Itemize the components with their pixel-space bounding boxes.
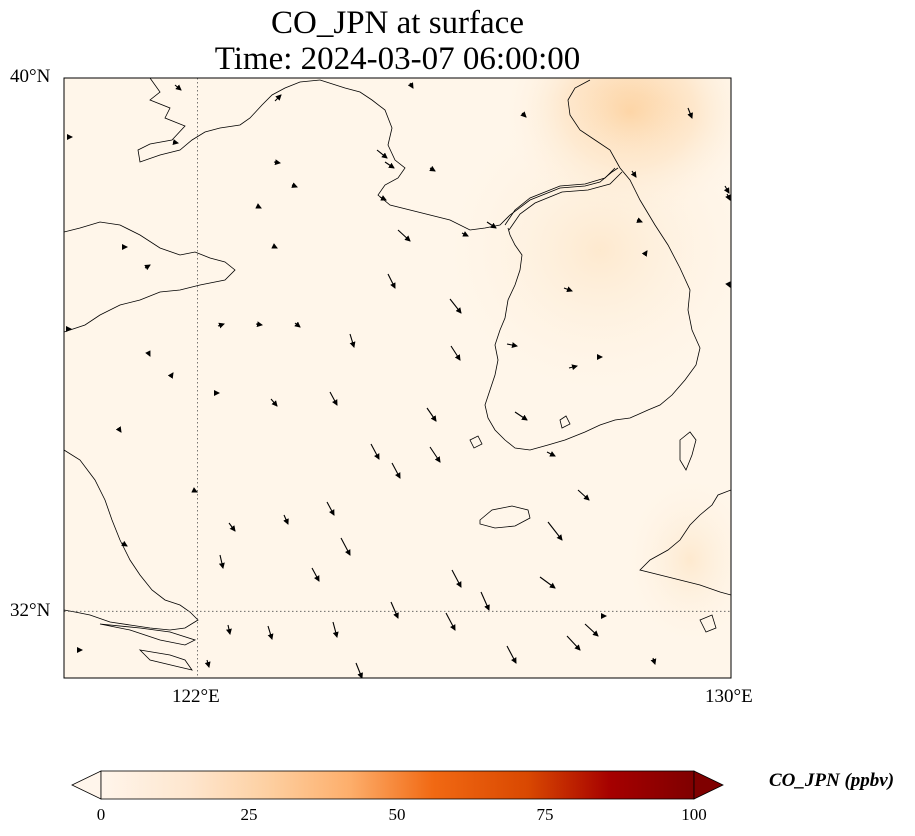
wind-arrow xyxy=(480,591,490,611)
wind-arrow xyxy=(650,657,657,665)
colorbar-label: CO_JPN (ppbv) xyxy=(769,770,895,791)
wind-arrow xyxy=(273,159,281,166)
colorbar-tick-25: 25 xyxy=(240,805,258,824)
wind-arrow xyxy=(311,567,320,582)
wind-arrow xyxy=(506,342,518,348)
map-subtitle-time: Time: 2024-03-07 06:00:00 xyxy=(214,41,581,77)
coastline-bohai-north xyxy=(137,78,321,163)
wind-arrow xyxy=(506,645,517,664)
wind-arrow xyxy=(217,322,225,329)
wind-arrow xyxy=(274,94,282,102)
colorbar-tick-0: 0 xyxy=(96,805,106,824)
wind-arrow xyxy=(283,514,289,525)
wind-arrow xyxy=(326,501,335,516)
wind-arrow xyxy=(514,411,528,421)
lon-label-130e: 130°E xyxy=(705,686,753,707)
wind-arrow xyxy=(584,623,599,637)
map-frame xyxy=(63,77,732,679)
coastline-japan xyxy=(639,489,731,596)
wind-arrow xyxy=(687,107,693,119)
colorbar-tick-50: 50 xyxy=(388,805,406,824)
map-title: CO_JPN at surface xyxy=(271,5,524,41)
wind-arrow xyxy=(390,601,399,619)
wind-arrow xyxy=(387,273,396,289)
wind-arrow xyxy=(144,264,151,271)
wind-arrow xyxy=(271,243,278,249)
wind-arrow xyxy=(450,345,461,361)
wind-arrow xyxy=(577,489,590,501)
coastline-jeju xyxy=(479,505,531,529)
wind-arrow xyxy=(630,170,637,178)
wind-arrow xyxy=(191,487,198,493)
colorbar-tick-100: 100 xyxy=(681,805,707,824)
wind-arrow xyxy=(355,662,363,678)
wind-arrow xyxy=(349,333,356,348)
wind-arrow xyxy=(520,111,527,118)
coastline-china-east xyxy=(64,221,236,333)
colorbar-extend-min xyxy=(71,770,102,800)
colorbar-extend-max xyxy=(693,770,724,800)
wind-arrow xyxy=(270,398,278,407)
wind-arrow xyxy=(397,229,411,242)
wind-arrow xyxy=(461,231,469,237)
wind-arrow xyxy=(291,182,298,188)
wind-arrow xyxy=(255,203,262,209)
colorbar-gradient xyxy=(100,770,695,800)
wind-arrow xyxy=(329,391,338,406)
wind-arrow xyxy=(539,576,556,589)
wind-arrow xyxy=(636,217,643,223)
wind-arrow xyxy=(426,407,437,422)
wind-vectors xyxy=(66,82,731,678)
colorbar xyxy=(71,770,724,800)
wind-arrow xyxy=(218,554,225,569)
concentration-field xyxy=(430,78,731,650)
wind-arrow xyxy=(255,321,263,328)
wind-arrow xyxy=(379,195,387,201)
colorbar-tick-75: 75 xyxy=(536,805,554,824)
coastline-liaodong xyxy=(319,79,619,231)
wind-arrow xyxy=(228,522,236,532)
wind-arrow xyxy=(172,139,179,145)
lat-label-40n: 40°N xyxy=(10,66,51,87)
wind-arrow xyxy=(370,443,380,460)
wind-arrow xyxy=(449,298,462,314)
wind-arrow xyxy=(294,321,301,328)
wind-arrow xyxy=(145,350,151,357)
wind-arrow xyxy=(563,286,573,293)
wind-arrow xyxy=(167,372,174,379)
wind-arrow xyxy=(115,426,122,433)
wind-arrow xyxy=(376,149,388,159)
wind-arrow xyxy=(568,364,578,371)
wind-arrow xyxy=(429,446,441,463)
coastline-korea xyxy=(484,167,701,451)
wind-arrow xyxy=(566,635,581,651)
wind-arrow xyxy=(384,161,395,169)
wind-arrow xyxy=(725,281,731,288)
wind-arrow xyxy=(547,521,563,541)
wind-arrow xyxy=(267,625,274,640)
wind-arrow xyxy=(641,250,648,257)
wind-arrow xyxy=(174,84,182,91)
wind-arrow xyxy=(340,537,351,556)
wind-arrow xyxy=(407,82,414,89)
wind-arrow xyxy=(429,165,436,172)
gridlines xyxy=(64,78,731,678)
wind-arrow xyxy=(332,621,339,638)
wind-arrow xyxy=(725,193,731,201)
coastlines xyxy=(64,78,731,671)
lon-label-122e: 122°E xyxy=(172,686,220,707)
wind-arrow xyxy=(225,624,232,635)
wind-arrow xyxy=(451,569,462,588)
wind-arrow xyxy=(486,221,497,229)
wind-arrow xyxy=(391,462,401,479)
wind-arrow xyxy=(546,451,556,457)
wind-arrow xyxy=(723,185,730,194)
wind-arrow xyxy=(445,612,456,631)
wind-arrow xyxy=(121,540,128,547)
wind-arrow xyxy=(204,659,211,668)
lat-label-32n: 32°N xyxy=(10,600,51,621)
